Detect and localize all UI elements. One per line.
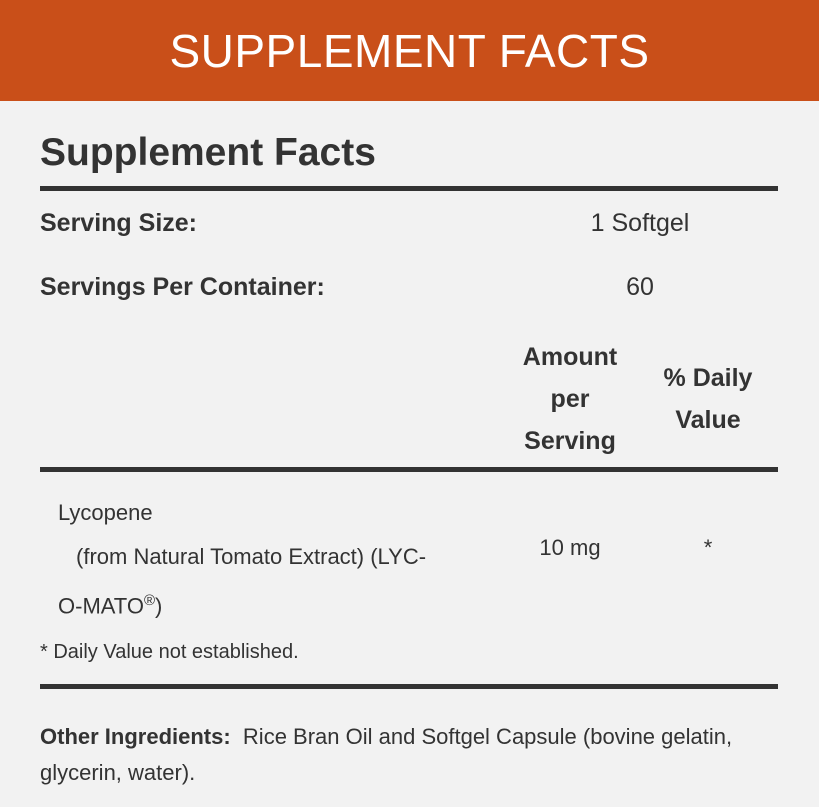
panel-title: Supplement Facts xyxy=(40,131,376,174)
divider xyxy=(40,467,778,472)
table-row-name: Lycopene (from Natural Tomato Extract) (… xyxy=(58,491,426,628)
serving-size-value: 1 Softgel xyxy=(590,209,690,237)
other-ingredients-label: Other Ingredients: xyxy=(40,724,231,749)
divider xyxy=(40,186,778,191)
text: ) xyxy=(155,593,163,619)
header-line: Serving xyxy=(524,427,616,455)
nutrient-detail: (from Natural Tomato Extract) (LYC- xyxy=(76,544,427,569)
other-ingredients-text: Rice Bran Oil and Softgel Capsule (bovin… xyxy=(242,724,733,749)
divider xyxy=(40,684,778,689)
registered-mark: ® xyxy=(143,592,156,609)
banner: SUPPLEMENT FACTS xyxy=(0,0,819,101)
header-line: % Daily xyxy=(663,364,753,392)
nutrient-name: Lycopene xyxy=(58,500,153,525)
text: O-MATO xyxy=(58,593,144,619)
amount-per-serving-header: Amount per Serving xyxy=(500,336,640,462)
nutrient-dv: * xyxy=(703,535,713,560)
footnote: * Daily Value not established. xyxy=(40,641,299,663)
other-ingredients: Other Ingredients: Rice Bran Oil and Sof… xyxy=(40,719,780,791)
header-line: Amount xyxy=(522,343,618,371)
header-line: Value xyxy=(675,406,741,434)
servings-per-container-value: 60 xyxy=(626,273,654,301)
servings-per-container-label: Servings Per Container: xyxy=(40,273,325,301)
nutrient-amount: 10 mg xyxy=(539,535,601,560)
serving-size-label: Serving Size: xyxy=(40,209,197,237)
daily-value-header: % Daily Value xyxy=(648,357,768,441)
header-line: per xyxy=(550,385,590,413)
other-ingredients-text: glycerin, water). xyxy=(40,760,196,785)
nutrient-detail-cont: O-MATO®) xyxy=(58,579,426,628)
